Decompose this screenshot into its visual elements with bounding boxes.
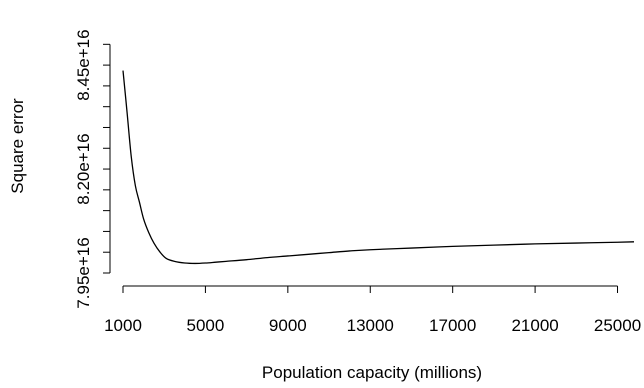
y-tick-label: 7.95e+16 bbox=[74, 237, 93, 308]
x-tick-label: 21000 bbox=[511, 316, 558, 335]
y-tick-label: 8.45e+16 bbox=[74, 29, 93, 100]
x-tick-label: 9000 bbox=[269, 316, 307, 335]
y-tick-label: 8.20e+16 bbox=[74, 133, 93, 204]
x-axis-title: Population capacity (millions) bbox=[262, 363, 482, 382]
y-axis-title: Square error bbox=[8, 98, 27, 194]
x-tick-label: 1000 bbox=[104, 316, 142, 335]
x-tick-label: 13000 bbox=[347, 316, 394, 335]
x-tick-label: 25000 bbox=[594, 316, 641, 335]
series-line-0 bbox=[122, 70, 635, 265]
plot-area bbox=[122, 70, 635, 265]
x-axis: 1000 5000 9000 13000 17000 21000 25000 bbox=[104, 285, 641, 335]
x-tick-label: 5000 bbox=[187, 316, 225, 335]
x-tick-label: 17000 bbox=[429, 316, 476, 335]
y-axis: 7.95e+16 8.20e+16 8.45e+16 bbox=[74, 29, 111, 309]
